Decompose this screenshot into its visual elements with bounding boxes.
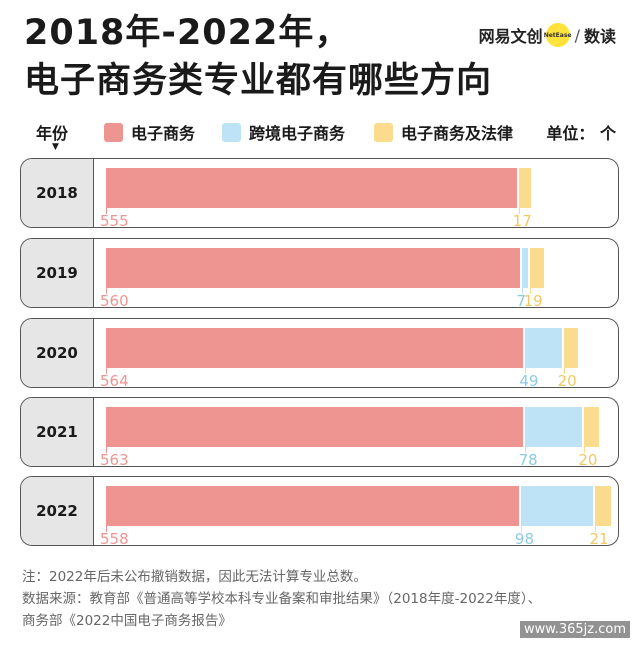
legend: 年份 ▼ 电子商务 跨境电子商务 电子商务及法律 单位： 个 bbox=[0, 120, 640, 152]
bar-ecommerce-2021 bbox=[106, 407, 523, 447]
tick-crossborder-2022 bbox=[520, 526, 522, 532]
value-label-crossborder-2020: 49 bbox=[519, 372, 539, 388]
value-label-crossborder-2022: 98 bbox=[514, 530, 534, 546]
legend-swatch-ecommerce bbox=[104, 122, 123, 142]
footnote-3: 商务部《2022中国电子商务报告》 bbox=[22, 613, 232, 629]
bar-crossborder-2019 bbox=[522, 248, 528, 288]
year-label-2020: 2020 bbox=[21, 319, 94, 387]
value-label-law-2020: 20 bbox=[557, 372, 577, 388]
bar-ecommerce-2018 bbox=[106, 168, 517, 208]
legend-swatch-crossborder bbox=[222, 122, 241, 142]
bar-ecommerce-2022 bbox=[106, 486, 519, 526]
chart-row-2022: 2022 558 98 21 bbox=[20, 476, 619, 546]
tick-law-2019 bbox=[529, 288, 531, 294]
year-label-2022: 2022 bbox=[21, 477, 94, 545]
value-label-crossborder-2021: 78 bbox=[518, 451, 538, 467]
bar-law-2018 bbox=[518, 168, 532, 208]
legend-label-law: 电子商务及法律 bbox=[401, 124, 514, 143]
tick-law-2022 bbox=[595, 526, 597, 532]
brand-right: 数读 bbox=[583, 27, 616, 46]
footnotes: 注：2022年后未公布撤销数据，因此无法计算专业总数。 数据来源：教育部《普通高… bbox=[22, 566, 632, 632]
chart-row-2021: 2021 563 78 20 bbox=[20, 397, 619, 467]
tick-ecommerce-2018 bbox=[106, 208, 107, 214]
bar-crossborder-2021 bbox=[524, 407, 583, 447]
year-label-2018: 2018 bbox=[21, 159, 94, 227]
brand-left: 网易文创 bbox=[478, 27, 543, 46]
chart-row-2019: 2019 560 7 19 bbox=[20, 238, 619, 308]
legend-item-law: 电子商务及法律 bbox=[374, 120, 513, 144]
legend-swatch-law bbox=[374, 122, 393, 142]
tick-ecommerce-2022 bbox=[106, 526, 107, 532]
footnote-2: 数据来源：教育部《普通高等学校本科专业备案和审批结果》（2018年度-2022年… bbox=[22, 591, 542, 607]
brand-logo: 网易文创 NetEase / 数读 bbox=[479, 22, 616, 48]
value-label-law-2018: 17 bbox=[512, 212, 532, 228]
bar-crossborder-2020 bbox=[525, 328, 562, 368]
legend-label-ecommerce: 电子商务 bbox=[131, 124, 196, 143]
legend-item-ecommerce: 电子商务 bbox=[104, 120, 195, 144]
bar-ecommerce-2019 bbox=[106, 248, 521, 288]
value-label-ecommerce-2019: 560 bbox=[100, 292, 129, 308]
year-label-2021: 2021 bbox=[21, 398, 94, 466]
chart-title-line2: 电子商务类专业都有哪些方向 bbox=[24, 61, 493, 101]
tick-crossborder-2020 bbox=[525, 368, 527, 374]
chart-row-2018: 2018 555 17 bbox=[20, 158, 619, 228]
year-header: 年份 bbox=[36, 124, 69, 143]
sort-arrow-icon: ▼ bbox=[52, 142, 59, 152]
bar-law-2022 bbox=[595, 486, 611, 526]
brand-slash: / bbox=[574, 25, 580, 45]
bar-ecommerce-2020 bbox=[106, 328, 524, 368]
legend-label-crossborder: 跨境电子商务 bbox=[249, 124, 346, 143]
tick-law-2020 bbox=[563, 368, 565, 374]
bar-law-2020 bbox=[563, 328, 579, 368]
value-label-ecommerce-2020: 564 bbox=[100, 372, 129, 388]
tick-ecommerce-2021 bbox=[106, 447, 107, 453]
value-label-law-2021: 20 bbox=[578, 451, 598, 467]
chart-row-2020: 2020 564 49 20 bbox=[20, 318, 619, 388]
value-label-law-2022: 21 bbox=[589, 530, 609, 546]
bar-crossborder-2022 bbox=[520, 486, 594, 526]
bar-law-2021 bbox=[584, 407, 600, 447]
tick-crossborder-2021 bbox=[524, 447, 526, 453]
tick-ecommerce-2019 bbox=[106, 288, 107, 294]
value-label-crossborder-2019: 7 bbox=[516, 292, 526, 308]
watermark: www.365jz.com bbox=[520, 621, 630, 638]
value-label-ecommerce-2022: 558 bbox=[100, 530, 129, 546]
value-label-ecommerce-2021: 563 bbox=[100, 451, 129, 467]
legend-item-crossborder: 跨境电子商务 bbox=[222, 120, 345, 144]
bar-law-2019 bbox=[529, 248, 544, 288]
year-label-2019: 2019 bbox=[21, 239, 94, 307]
brand-dot: NetEase bbox=[544, 23, 571, 47]
tick-law-2018 bbox=[518, 208, 520, 214]
tick-law-2021 bbox=[584, 447, 586, 453]
tick-ecommerce-2020 bbox=[106, 368, 107, 374]
chart-title-line1: 2018年-2022年， bbox=[24, 13, 351, 53]
unit-label: 单位： 个 bbox=[546, 124, 616, 143]
footnote-1: 注：2022年后未公布撤销数据，因此无法计算专业总数。 bbox=[22, 569, 367, 585]
value-label-ecommerce-2018: 555 bbox=[100, 212, 129, 228]
tick-crossborder-2019 bbox=[522, 288, 524, 294]
value-label-law-2019: 19 bbox=[523, 292, 543, 308]
